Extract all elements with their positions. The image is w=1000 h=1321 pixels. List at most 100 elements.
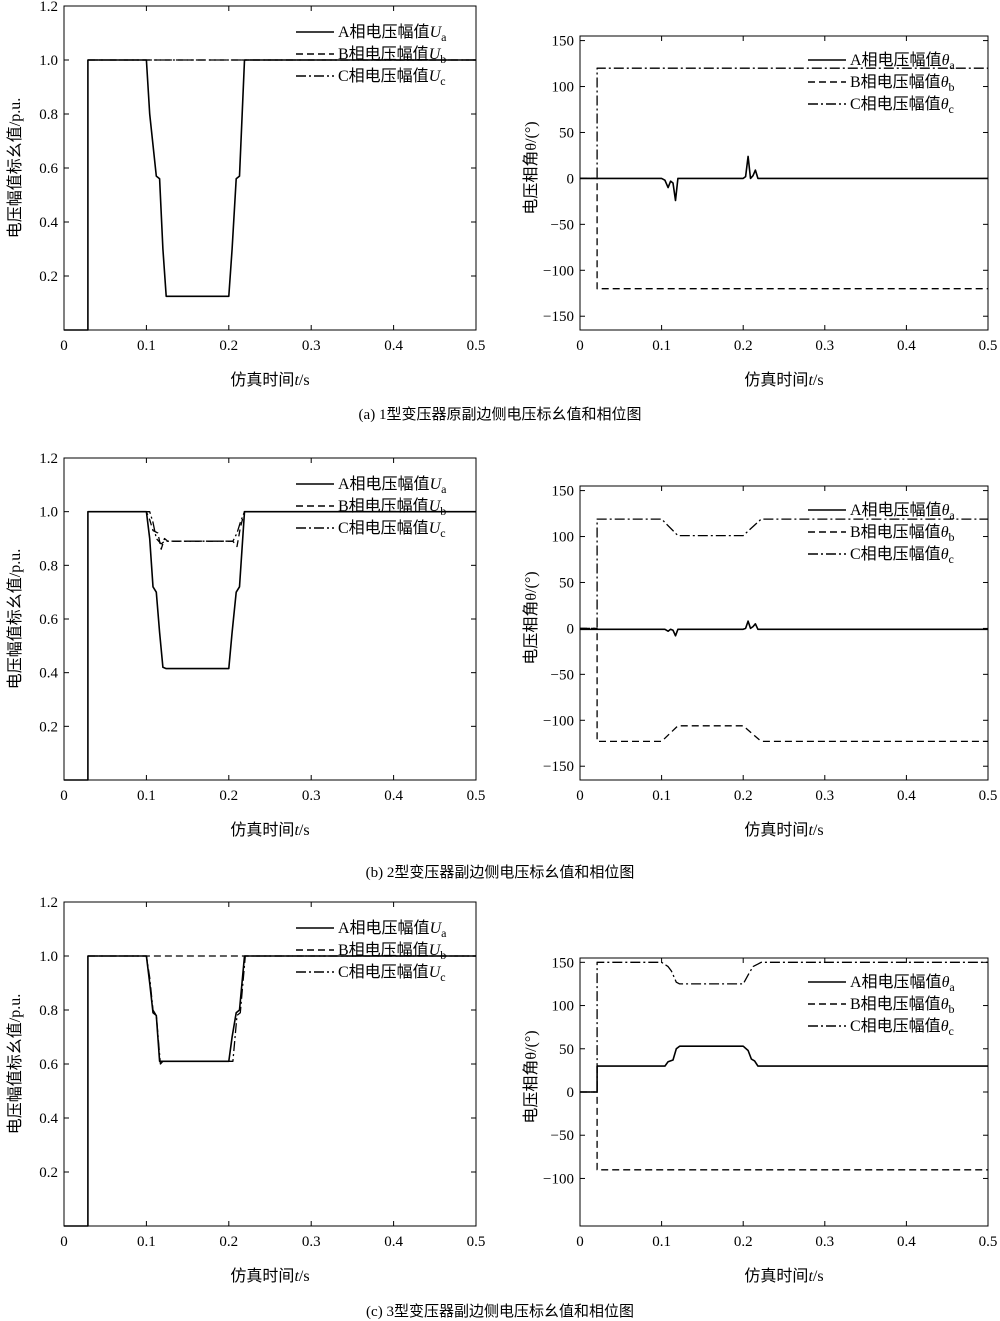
x-tick-label: 0.5 (467, 338, 486, 354)
x-tick-label: 0.4 (897, 338, 916, 354)
legend-label-a: A相电压幅值θa (850, 501, 955, 522)
series-line-c (580, 67, 988, 180)
y-tick-label: −100 (543, 713, 574, 729)
y-tick-label: −100 (543, 1171, 574, 1187)
legend-label-b: B相电压幅值θb (850, 73, 955, 94)
y-axis-title: 电压幅值标幺值/p.u. (6, 994, 24, 1134)
x-tick-label: 0 (60, 338, 68, 354)
x-axis-title: 仿真时间t/s (744, 1267, 823, 1285)
chart-c-phase: 0 0.1 0.2 0.3 0.4 0.5 −100 −50 0 50 100 150 仿真时间t/s 电… (522, 955, 997, 1285)
y-axis-title: 电压幅值标幺值/p.u. (6, 549, 24, 689)
legend-label-c: C相电压幅值Uc (338, 519, 446, 540)
y-tick-label: 150 (552, 484, 575, 500)
chart-a-phase: 0 0.1 0.2 0.3 0.4 0.5 −150 −100 −50 0 50 100 150 仿真时间… (522, 34, 997, 389)
legend-label-b: B相电压幅值θb (850, 995, 955, 1016)
y-tick-label: −100 (543, 263, 574, 279)
legend-label-c: C相电压幅值Uc (338, 67, 446, 88)
series-line-a (64, 510, 476, 781)
chart-b-phase: 0 0.1 0.2 0.3 0.4 0.5 −150 −100 −50 0 50 100 150 仿真时间… (522, 484, 997, 839)
chart-b-magnitude: 0 0.1 0.2 0.3 0.4 0.5 0.2 0.4 0.6 0.8 1.0 1.2 仿真时间t/… (6, 451, 485, 839)
x-tick-label: 0.4 (897, 1234, 916, 1250)
series-line-b (580, 1091, 988, 1171)
y-tick-label: 0.4 (39, 215, 58, 231)
x-tick-label: 0 (60, 788, 68, 804)
x-tick-label: 0.5 (467, 788, 486, 804)
x-tick-label: 0.1 (137, 788, 156, 804)
x-tick-label: 0.2 (734, 338, 753, 354)
x-tick-label: 0.5 (979, 788, 998, 804)
chart-a-magnitude: 0 0.1 0.2 0.3 0.4 0.5 0.2 0.4 0.6 0.8 1.0 1.2 仿真时间t/… (6, 0, 485, 389)
y-tick-label: 100 (552, 999, 575, 1015)
legend-label-a: A相电压幅值Ua (338, 23, 447, 44)
legend-label-c: C相电压幅值θc (850, 95, 954, 116)
legend-label-c: C相电压幅值θc (850, 545, 954, 566)
legend-label-a: A相电压幅值θa (850, 51, 955, 72)
y-tick-label: 0 (567, 621, 575, 637)
y-tick-label: 1.2 (39, 0, 58, 15)
x-tick-label: 0.3 (815, 1234, 834, 1250)
series-line-a (64, 955, 476, 1227)
y-tick-label: 0.4 (39, 1111, 58, 1127)
plot-frame (579, 485, 989, 781)
x-tick-label: 0.3 (302, 338, 321, 354)
chart-c-magnitude: 0 0.1 0.2 0.3 0.4 0.5 0.2 0.4 0.6 0.8 1.0 1.2 仿真时间t/… (6, 895, 485, 1285)
y-tick-label: 50 (559, 575, 574, 591)
y-tick-label: 0 (567, 1085, 575, 1101)
y-axis-title: 电压相角θ/(°) (522, 121, 540, 214)
legend-label-b: B相电压幅值θb (850, 523, 955, 544)
series-line-b (580, 177, 988, 290)
x-tick-label: 0.5 (979, 338, 998, 354)
series-line-a (64, 59, 476, 331)
legend-label-c: C相电压幅值θc (850, 1017, 954, 1038)
caption-c: (c) 3型变压器副边侧电压标幺值和相位图 (366, 1303, 634, 1320)
charts-layer: 0 0.1 0.2 0.3 0.4 0.5 0.2 0.4 0.6 0.8 1.0 1.2 仿真时间t/… (6, 0, 997, 1285)
x-tick-label: 0.1 (137, 338, 156, 354)
legend-label-a: A相电压幅值Ua (338, 475, 447, 496)
series-line-a (580, 620, 988, 637)
x-tick-label: 0.1 (652, 338, 671, 354)
y-tick-label: 50 (559, 125, 574, 141)
legend-label-a: A相电压幅值Ua (338, 919, 447, 940)
x-tick-label: 0.1 (652, 1234, 671, 1250)
x-axis-title: 仿真时间t/s (744, 821, 823, 839)
y-tick-label: 150 (552, 955, 575, 971)
y-tick-label: 0.8 (39, 107, 58, 123)
y-tick-label: 0.8 (39, 558, 58, 574)
y-tick-label: 0 (567, 171, 575, 187)
y-tick-label: 0.2 (39, 719, 58, 735)
y-tick-label: 0.2 (39, 269, 58, 285)
series-line-c (580, 518, 988, 630)
x-axis-title: 仿真时间t/s (230, 371, 309, 389)
plot-frame (579, 35, 989, 331)
y-tick-label: 100 (552, 80, 575, 96)
legend-label-c: C相电压幅值Uc (338, 963, 446, 984)
x-tick-label: 0 (576, 1234, 584, 1250)
series-line-c (87, 955, 476, 1065)
x-tick-label: 0.4 (384, 1234, 403, 1250)
y-tick-label: −50 (551, 217, 574, 233)
x-tick-label: 0.1 (652, 788, 671, 804)
y-tick-label: 1.0 (39, 949, 58, 965)
x-axis-title: 仿真时间t/s (744, 371, 823, 389)
x-tick-label: 0.3 (815, 338, 834, 354)
x-tick-label: 0 (60, 1234, 68, 1250)
x-tick-label: 0.3 (302, 1234, 321, 1250)
x-tick-label: 0.5 (467, 1234, 486, 1250)
y-tick-label: 0.8 (39, 1003, 58, 1019)
y-axis-title: 电压相角θ/(°) (522, 571, 540, 664)
y-tick-label: −50 (551, 1128, 574, 1144)
x-tick-label: 0.2 (219, 788, 238, 804)
series-line-a (580, 1045, 988, 1093)
x-tick-label: 0.4 (897, 788, 916, 804)
caption-a: (a) 1型变压器原副边侧电压标幺值和相位图 (359, 406, 642, 423)
y-tick-label: 1.2 (39, 451, 58, 467)
y-tick-label: −150 (543, 309, 574, 325)
x-tick-label: 0.3 (815, 788, 834, 804)
series-line-a (580, 155, 988, 202)
